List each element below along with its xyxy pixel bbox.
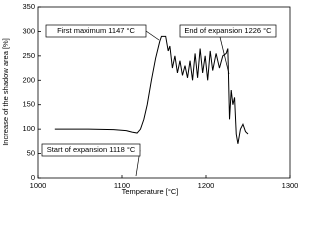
chart: Temperature [°C] Increase of the shadow … (1, 2, 299, 196)
y-tick-label: 250 (22, 51, 35, 60)
y-tick-label: 350 (22, 2, 35, 11)
y-tick-label: 200 (22, 75, 35, 84)
x-tick-label: 1100 (114, 181, 130, 190)
annotation-arrow (145, 30, 160, 41)
annotation: Start of expansion 1118 °C (47, 145, 136, 154)
data-line (54, 35, 249, 144)
annotation-box (179, 24, 277, 38)
x-tick-label: 1300 (282, 181, 299, 190)
y-tick-label: 100 (22, 124, 35, 133)
y-tick-label: 300 (22, 26, 35, 35)
y-tick-label: 150 (22, 100, 35, 109)
annotation: End of expansion 1226 °C (184, 26, 272, 35)
annotation: First maximum 1147 °C (57, 26, 135, 35)
y-tick-label: 50 (27, 149, 35, 158)
annotation-box (45, 24, 147, 38)
x-tick-label: 1000 (30, 181, 47, 190)
x-tick-label: 1200 (198, 181, 215, 190)
plot-frame (37, 6, 291, 179)
annotation-box (41, 143, 141, 157)
x-axis-label: Temperature [°C] (122, 187, 179, 196)
y-axis-label: Increase of the shadow area [%] (1, 38, 10, 146)
y-tick-label: 0 (31, 173, 35, 182)
annotation-arrow (219, 36, 230, 75)
